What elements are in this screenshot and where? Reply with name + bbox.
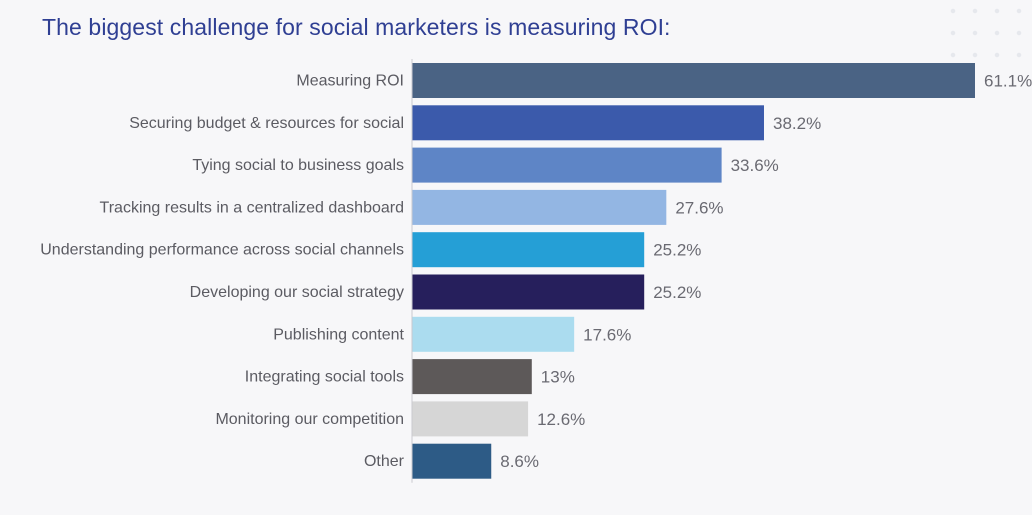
category-label: Securing budget & resources for social [129,115,404,132]
category-label: Monitoring our competition [215,411,404,428]
value-label: 38.2% [773,114,821,133]
value-label: 17.6% [583,325,631,344]
bar-7 [412,359,532,395]
value-label: 61.1% [984,72,1032,91]
value-label: 27.6% [675,198,723,217]
category-label: Integrating social tools [245,369,404,386]
bars-group: Measuring ROI 61.1% Securing budget & reso… [40,63,1032,479]
bar-2 [412,147,722,183]
value-label: 33.6% [731,156,779,175]
bar-0 [412,63,975,98]
bar-8 [412,401,529,437]
category-label: Tracking results in a centralized dashbo… [100,199,404,216]
category-label: Publishing content [273,326,404,343]
category-label: Developing our social strategy [190,284,404,301]
value-label: 8.6% [500,452,539,471]
bar-1 [412,105,764,141]
value-label: 12.6% [537,410,585,429]
decorative-dot-pattern [942,0,1032,70]
bar-9 [412,443,492,479]
chart-title: The biggest challenge for social markete… [42,14,671,40]
category-label: Other [364,453,405,470]
bar-4 [412,232,645,268]
category-label: Tying social to business goals [192,157,404,174]
category-label: Understanding performance across social … [40,242,404,259]
bar-3 [412,189,667,225]
bar-5 [412,274,645,310]
bar-6 [412,316,575,352]
value-label: 13% [541,368,575,387]
value-label: 25.2% [653,241,701,260]
category-label: Measuring ROI [296,73,404,90]
value-label: 25.2% [653,283,701,302]
